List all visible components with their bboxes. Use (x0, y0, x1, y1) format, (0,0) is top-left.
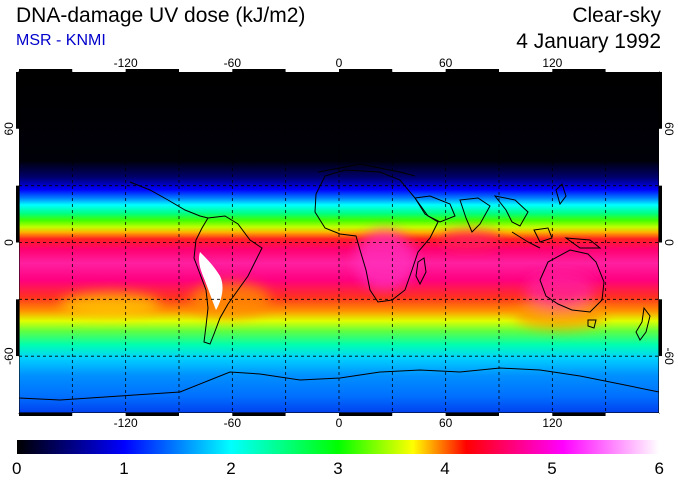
border-segment-right (659, 242, 662, 300)
map-title: DNA-damage UV dose (kJ/m2) (16, 4, 306, 27)
southeast-asia-coast (493, 195, 529, 227)
border-segment-right (659, 185, 662, 243)
border-segment-bottom (392, 413, 446, 416)
border-segment-left (16, 356, 19, 413)
border-segment-bottom (445, 413, 499, 416)
border-segment-top (19, 69, 73, 72)
longitude-label-bottom: 0 (336, 416, 343, 430)
longitude-label-bottom: -60 (224, 416, 242, 430)
longitude-labels-top: -120 -60 0 60 120 (114, 56, 563, 70)
central-america-coast (129, 181, 209, 219)
border-segment-bottom (339, 413, 393, 416)
south-america-coast (193, 215, 263, 345)
colorbar-label: 3 (333, 459, 342, 478)
border-segment-top (285, 69, 339, 72)
longitude-label-top: -60 (224, 56, 242, 70)
border-segment-top (552, 69, 606, 72)
date-label: 4 January 1992 (516, 30, 661, 53)
border-segment-bottom (179, 413, 233, 416)
longitude-label-top: 120 (542, 56, 562, 70)
new-zealand-coast (635, 306, 651, 341)
border-segment-bottom (552, 413, 606, 416)
border-segment-bottom (499, 413, 553, 416)
border-segment-left (16, 128, 19, 186)
border-segment-right (659, 72, 662, 129)
latitude-label-right: 0 (662, 239, 676, 246)
border-segment-bottom (605, 413, 659, 416)
latitude-label-left: 0 (2, 239, 16, 246)
border-segment-left (16, 242, 19, 300)
border-segment-top (72, 69, 126, 72)
latitude-label-right: -60 (662, 347, 676, 365)
latitude-labels-left: 60 0 -60 (2, 122, 16, 365)
graticule (19, 72, 659, 413)
border-segment-bottom (72, 413, 126, 416)
colorbar-label: 5 (547, 459, 556, 478)
border-segment-right (659, 299, 662, 357)
longitude-label-top: -120 (114, 56, 138, 70)
colorbar-label: 0 (12, 459, 21, 478)
africa-coast (314, 169, 439, 303)
colorbar-label: 4 (440, 459, 449, 478)
border-segment-left (16, 72, 19, 129)
longitude-label-bottom: 120 (542, 416, 562, 430)
indonesia-coast (511, 227, 553, 249)
new-guinea-coast (564, 237, 602, 249)
border-segment-left (16, 299, 19, 357)
border-segment-top (339, 69, 393, 72)
border-segment-top (499, 69, 553, 72)
longitude-label-top: 60 (439, 56, 453, 70)
border-segment-top (232, 69, 286, 72)
source-label: MSR - KNMI (16, 32, 106, 49)
map-border-scale (16, 69, 662, 416)
andes-maximum (199, 252, 223, 310)
colorbar (17, 440, 659, 454)
india-coast (459, 197, 491, 233)
coastlines (19, 163, 659, 401)
border-segment-left (16, 185, 19, 243)
border-segment-right (659, 356, 662, 413)
border-segment-top (445, 69, 499, 72)
arabia-coast (414, 195, 456, 223)
longitude-label-bottom: 60 (439, 416, 453, 430)
border-segment-top (179, 69, 233, 72)
antarctica-coast (19, 367, 659, 401)
japan-coast (555, 183, 567, 206)
colorbar-label: 2 (226, 459, 235, 478)
latitude-labels-right: 60 0 -60 (662, 122, 676, 365)
madagascar-coast (415, 257, 427, 286)
border-segment-top (392, 69, 446, 72)
longitude-label-bottom: -120 (114, 416, 138, 430)
border-segment-bottom (232, 413, 286, 416)
sky-condition-label: Clear-sky (572, 4, 661, 27)
border-segment-right (659, 128, 662, 186)
colorbar-label: 1 (119, 459, 128, 478)
border-segment-top (605, 69, 659, 72)
tasmania-coast (587, 319, 597, 329)
latitude-label-right: 60 (662, 122, 676, 136)
border-segment-bottom (19, 413, 73, 416)
colorbar-ticks: 0 1 2 3 4 5 6 (12, 459, 664, 478)
border-segment-top (125, 69, 179, 72)
mediterranean-coast (317, 163, 416, 177)
longitude-labels-bottom: -120 -60 0 60 120 (114, 416, 563, 430)
border-segment-bottom (125, 413, 179, 416)
latitude-label-left: 60 (2, 122, 16, 136)
longitude-label-top: 0 (336, 56, 343, 70)
colorbar-label: 6 (655, 459, 664, 478)
latitude-label-left: -60 (2, 347, 16, 365)
border-segment-bottom (285, 413, 339, 416)
australia-coast (539, 249, 605, 313)
